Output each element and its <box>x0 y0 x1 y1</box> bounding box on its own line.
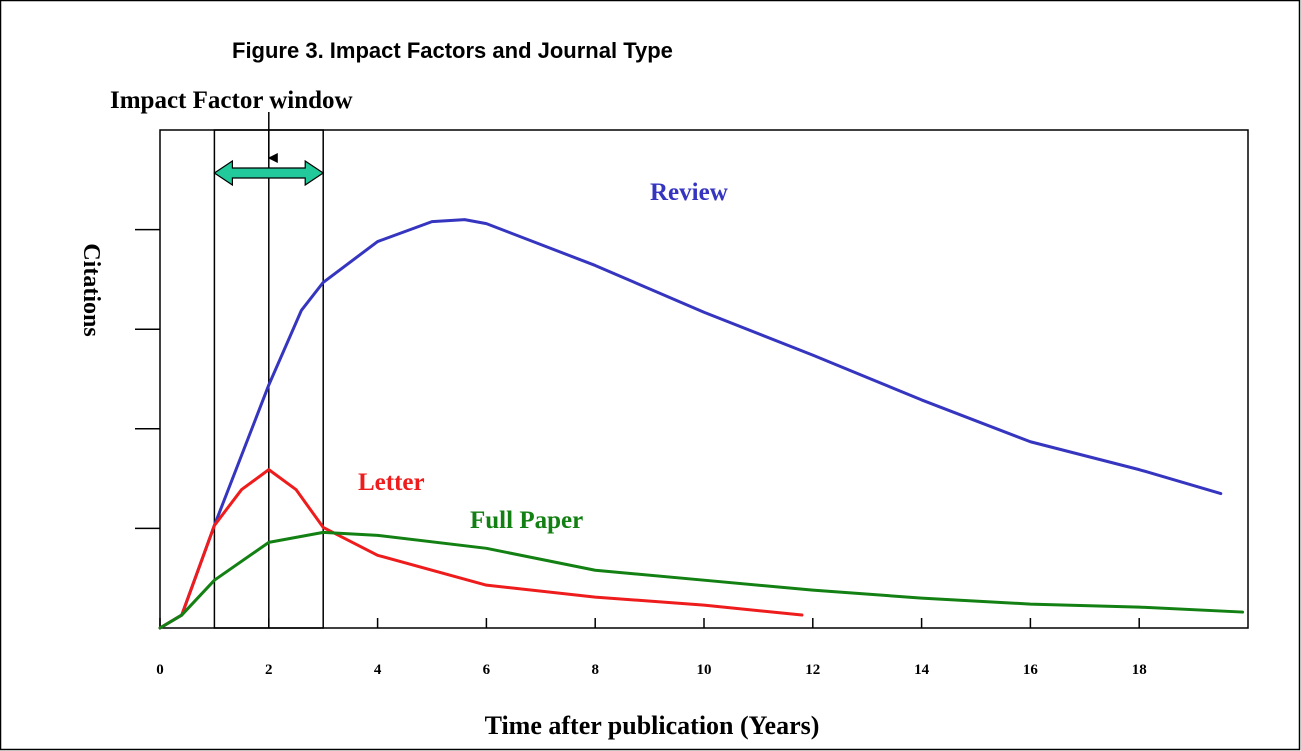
y-axis-label: Citations <box>78 243 104 336</box>
series-line <box>158 468 804 630</box>
x-tick-label: 6 <box>483 662 491 678</box>
window-arrow <box>213 159 325 187</box>
x-tick-label: 10 <box>697 662 712 678</box>
x-tick-label: 16 <box>1023 662 1039 678</box>
x-tick-label: 4 <box>374 662 382 678</box>
x-tick-label: 18 <box>1132 662 1147 678</box>
annotation-text: Impact Factor window <box>110 87 353 114</box>
x-axis-label: Time after publication (Years) <box>485 711 820 740</box>
x-tick-label: 14 <box>914 662 930 678</box>
series-label: Review <box>650 179 728 206</box>
x-tick-label: 12 <box>805 662 820 678</box>
x-tick-label: 2 <box>265 662 273 678</box>
series-line <box>158 218 1223 630</box>
series-label: Letter <box>358 469 425 496</box>
series-line <box>158 530 1245 630</box>
x-tick-label: 0 <box>156 662 164 678</box>
chart-title: Figure 3. Impact Factors and Journal Typ… <box>232 38 673 63</box>
series-label: Full Paper <box>470 507 583 534</box>
x-tick-label: 8 <box>591 662 599 678</box>
